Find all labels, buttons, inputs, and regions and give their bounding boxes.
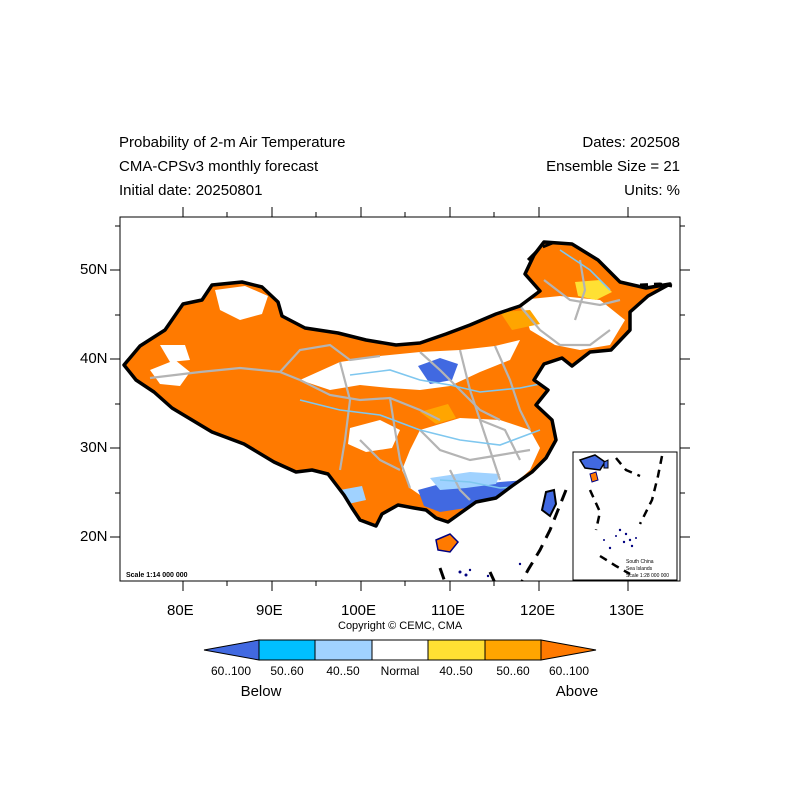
above-50-region	[420, 404, 456, 424]
colorbar-label-above-60-100: 60..100	[548, 664, 590, 678]
south-china-sea-inset	[572, 451, 678, 581]
title-initial-date: Initial date: 20250801	[119, 182, 263, 199]
inset-title-line1: South China	[626, 559, 654, 565]
colorbar-label-above-50-60: 50..60	[496, 664, 530, 678]
axis-ticks	[110, 207, 690, 591]
lat-label-30n: 30N	[80, 439, 108, 456]
lat-label-40n: 40N	[80, 350, 108, 367]
lon-label-130e: 130E	[609, 602, 645, 619]
normal-region	[150, 360, 190, 386]
normal-region	[300, 340, 520, 390]
lon-label-110e: 110E	[431, 602, 465, 619]
colorbar-label-normal: Normal	[380, 664, 420, 678]
taiwan-island	[540, 488, 558, 518]
lat-label-50n: 50N	[80, 261, 108, 278]
lon-label-90e: 90E	[256, 602, 283, 619]
colorbar-label-below-40-50: 40..50	[326, 664, 360, 678]
inset-title-line2: Sea Islands	[626, 566, 653, 572]
map-scale: Scale 1:14 000 000	[126, 572, 188, 579]
inset-content	[578, 454, 664, 576]
normal-region	[215, 286, 268, 320]
normal-region	[520, 296, 625, 350]
colorbar-label-below-60-100: 60..100	[210, 664, 252, 678]
colorbar-label-below-50-60: 50..60	[270, 664, 304, 678]
hainan-island	[435, 533, 460, 553]
lon-label-80e: 80E	[167, 602, 194, 619]
above-50-region	[500, 310, 540, 330]
title-dates: Dates: 202508	[582, 134, 680, 151]
colorbar-below-label: Below	[240, 683, 282, 700]
title-ensemble-size: Ensemble Size = 21	[546, 158, 680, 175]
copyright-notice: Copyright © CEMC, CMA	[338, 620, 463, 632]
small-islands	[458, 562, 522, 578]
lon-label-100e: 100E	[341, 602, 377, 619]
colorbar-label-above-40-50: 40..50	[439, 664, 473, 678]
normal-region	[160, 345, 190, 362]
province-boundaries	[149, 259, 621, 501]
lat-label-20n: 20N	[80, 528, 108, 545]
national-border	[122, 240, 672, 528]
title-variable: Probability of 2-m Air Temperature	[119, 134, 346, 151]
normal-region	[348, 420, 400, 452]
title-units: Units: %	[624, 182, 680, 199]
lon-label-120e: 120E	[520, 602, 556, 619]
title-model: CMA-CPSv3 monthly forecast	[119, 158, 319, 175]
maritime-boundary	[520, 489, 568, 581]
colorbar-above-label: Above	[555, 683, 599, 700]
inset-scale: Scale 1:28 000 000	[626, 573, 669, 579]
